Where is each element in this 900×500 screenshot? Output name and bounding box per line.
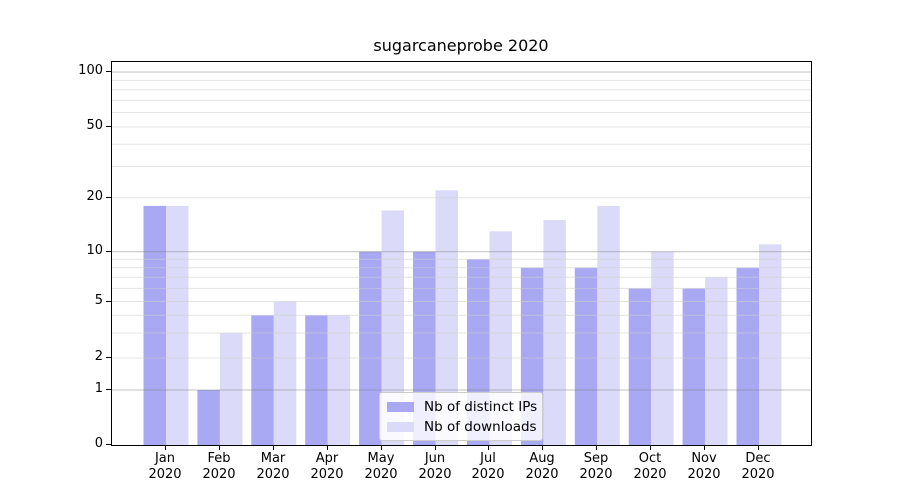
plot-area: Nb of distinct IPs Nb of downloads [111, 61, 812, 446]
legend-item: Nb of distinct IPs [387, 398, 538, 415]
bar-distinct-ips [628, 288, 652, 445]
y-tick-mark [106, 301, 111, 302]
x-tick-month: Jun [424, 451, 446, 466]
y-tick-label: 10 [86, 243, 103, 258]
x-tick-year: 2020 [687, 467, 721, 482]
x-tick-month: May [367, 451, 395, 466]
x-tick-year: 2020 [471, 467, 505, 482]
x-tick-month: Nov [691, 451, 717, 466]
x-tick-month: Feb [207, 451, 231, 466]
y-tick-label: 2 [94, 349, 103, 364]
x-tick-year: 2020 [202, 467, 236, 482]
legend: Nb of distinct IPs Nb of downloads [379, 392, 543, 441]
x-tick-mark [650, 445, 651, 450]
bar-distinct-ips [143, 205, 166, 445]
bar-downloads [273, 301, 297, 445]
y-tick-mark [106, 357, 111, 358]
x-tick-month: Aug [529, 451, 555, 466]
x-tick-month: Sep [583, 451, 609, 466]
bar-distinct-ips [682, 288, 706, 445]
bar-downloads [219, 333, 243, 445]
x-tick-label: Jul 2020 [458, 451, 518, 483]
y-tick-label: 20 [86, 189, 103, 204]
bar-downloads [705, 277, 728, 445]
bar-distinct-ips [197, 390, 220, 445]
y-tick-label: 0 [94, 436, 103, 451]
bar-downloads [489, 231, 512, 445]
bar-downloads [759, 244, 782, 445]
x-tick-label: Nov 2020 [674, 451, 734, 483]
bar-downloads [435, 190, 458, 445]
x-tick-label: Mar 2020 [243, 451, 303, 483]
x-tick-mark [542, 445, 543, 450]
x-tick-year: 2020 [579, 467, 613, 482]
bar-distinct-ips [305, 315, 328, 445]
x-tick-month: Oct [638, 451, 662, 466]
bar-distinct-ips [251, 315, 274, 445]
bar-downloads [651, 251, 674, 445]
x-tick-mark [381, 445, 382, 450]
x-tick-label: Dec 2020 [728, 451, 788, 483]
x-tick-label: Aug 2020 [512, 451, 572, 483]
x-tick-mark [488, 445, 489, 450]
y-tick-label: 1 [94, 381, 103, 396]
x-tick-mark [165, 445, 166, 450]
x-tick-label: Apr 2020 [297, 451, 357, 483]
x-tick-label: Feb 2020 [189, 451, 249, 483]
bar-distinct-ips [359, 251, 382, 445]
bar-distinct-ips [574, 267, 598, 445]
legend-swatch [387, 401, 414, 412]
x-tick-mark [273, 445, 274, 450]
bar-downloads [166, 205, 189, 445]
x-tick-year: 2020 [310, 467, 344, 482]
x-tick-year: 2020 [364, 467, 398, 482]
x-tick-year: 2020 [633, 467, 667, 482]
x-tick-mark [219, 445, 220, 450]
x-tick-mark [327, 445, 328, 450]
y-tick-mark [106, 197, 111, 198]
bar-downloads [327, 315, 351, 445]
x-tick-mark [758, 445, 759, 450]
x-tick-label: Jan 2020 [135, 451, 195, 483]
x-tick-label: Jun 2020 [405, 451, 465, 483]
x-tick-year: 2020 [741, 467, 775, 482]
y-tick-mark [106, 126, 111, 127]
y-tick-mark [106, 444, 111, 445]
y-tick-label: 100 [78, 63, 103, 78]
x-tick-mark [704, 445, 705, 450]
legend-swatch [387, 421, 414, 432]
x-tick-month: Dec [745, 451, 771, 466]
x-tick-year: 2020 [418, 467, 452, 482]
x-tick-year: 2020 [256, 467, 290, 482]
x-tick-year: 2020 [525, 467, 559, 482]
x-tick-month: Jul [480, 451, 496, 466]
x-tick-label: May 2020 [351, 451, 411, 483]
x-tick-month: Apr [315, 451, 339, 466]
x-tick-label: Sep 2020 [566, 451, 626, 483]
x-tick-mark [596, 445, 597, 450]
bar-downloads [597, 205, 620, 445]
y-tick-mark [106, 71, 111, 72]
bar-distinct-ips [736, 267, 759, 445]
x-tick-label: Oct 2020 [620, 451, 680, 483]
x-tick-year: 2020 [148, 467, 182, 482]
y-tick-label: 5 [94, 293, 103, 308]
x-tick-month: Jan [154, 451, 176, 466]
legend-item: Nb of downloads [387, 418, 537, 435]
x-tick-month: Mar [260, 451, 286, 466]
y-tick-mark [106, 251, 111, 252]
bar-downloads [381, 210, 405, 445]
chart-title: sugarcaneprobe 2020 [373, 36, 549, 55]
legend-label: Nb of distinct IPs [424, 398, 538, 415]
y-tick-mark [106, 389, 111, 390]
x-tick-mark [435, 445, 436, 450]
legend-label: Nb of downloads [424, 418, 537, 435]
y-tick-label: 50 [86, 118, 103, 133]
chart-svg [112, 71, 811, 445]
